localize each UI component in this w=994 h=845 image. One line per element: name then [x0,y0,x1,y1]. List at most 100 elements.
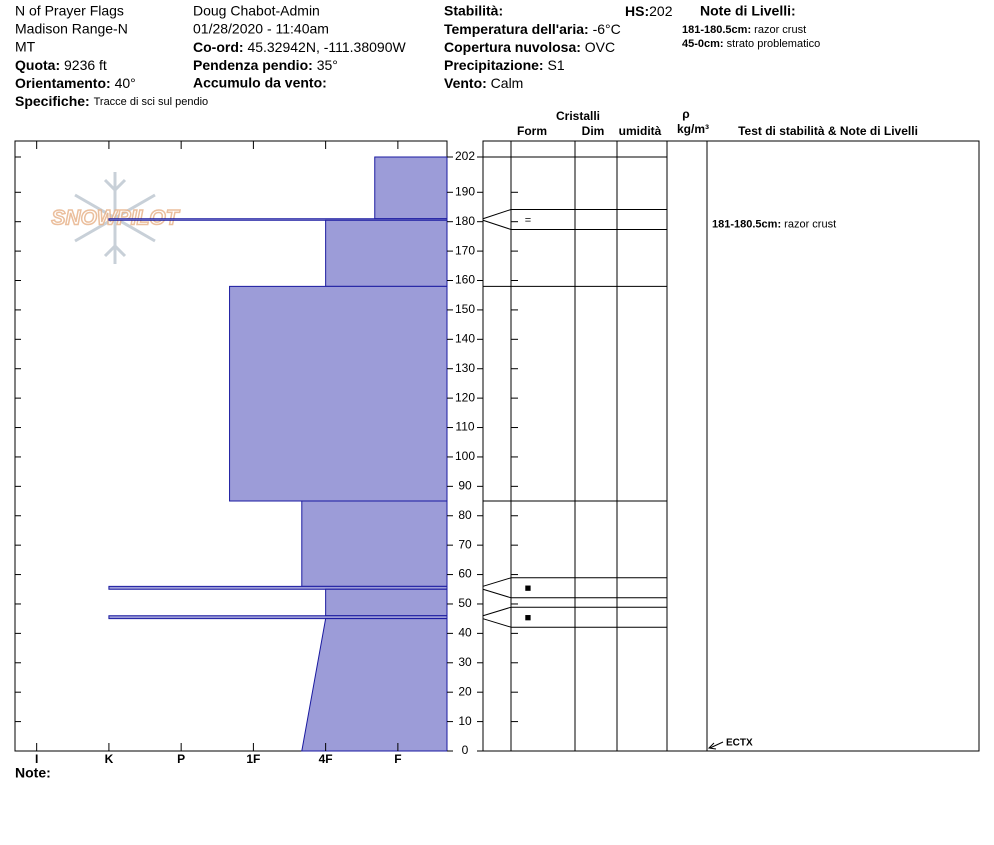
precip: Precipitazione: S1 [444,57,565,73]
hardness-layer [301,500,448,587]
label: 45-0cm: [682,38,724,50]
label: Orientamento: [15,75,111,91]
layer-note: 181-180.5cm: razor crust [682,24,806,36]
observer: Doug Chabot-Admin [193,3,320,19]
layer-connector [482,219,512,230]
hardness-layer [374,156,448,220]
x-tick-label: I [35,752,38,766]
grain-symbol: ■ [525,612,532,624]
label: Precipitazione: [444,57,544,73]
y-tick-label: 190 [455,184,475,198]
label: Vento: [444,75,487,91]
y-tick-label: 100 [455,449,475,463]
x-tick-label: 4F [319,752,333,766]
hardness-layer [325,219,448,287]
logo-text: SNOWPILOT [51,207,180,230]
label: Copertura nuvolosa: [444,39,581,55]
profile-note: 181-180.5cm: razor crust [712,218,836,230]
aspect: Orientamento: 40° [15,75,136,91]
y-tick-label: 50 [458,596,472,610]
y-tick-label: 0 [462,743,469,757]
column-header: Dim [582,124,605,138]
label: 181-180.5cm: [682,24,751,36]
layer-connector [482,209,512,220]
y-tick-label: 170 [455,243,475,257]
y-tick-label: 130 [455,361,475,375]
value: 35° [317,57,338,73]
x-tick-label: P [177,752,185,766]
datetime: 01/28/2020 - 11:40am [193,21,329,37]
value: Tracce di sci sul pendio [94,96,209,108]
column-header: ρ [682,107,689,121]
column-header: Test di stabilità & Note di Livelli [738,124,918,138]
label: Co-ord: [193,39,244,55]
air-temp: Temperatura dell'aria: -6°C [444,21,621,37]
value: razor crust [784,218,836,230]
test-arrow [709,741,724,749]
y-tick-label: 10 [458,714,472,728]
column-header: kg/m³ [677,122,709,136]
y-tick-label: 110 [455,420,474,434]
value: 45.32942N, -111.38090W [247,39,406,55]
hs: HS:202 [625,3,673,19]
wind-loading: Accumulo da vento: [193,75,327,91]
y-tick-label: 70 [458,537,472,551]
value: 202 [649,3,673,19]
value: razor crust [754,24,806,36]
slope: Pendenza pendio: 35° [193,57,338,73]
value: S1 [547,57,564,73]
layer-notes-title: Note di Livelli: [700,3,796,19]
value: 9236 ft [64,57,107,73]
label: Temperatura dell'aria: [444,21,589,37]
layer-connector [482,618,512,628]
y-tick-label: 160 [455,273,475,287]
stability: Stabilità: [444,3,503,19]
y-tick-label: 60 [458,567,472,581]
layer-connector [482,588,512,599]
value: OVC [585,39,615,55]
x-tick-label: F [394,752,401,766]
elevation: Quota: 9236 ft [15,57,107,73]
y-tick-label: 150 [455,302,475,316]
value: -6°C [593,21,621,37]
value: strato problematico [727,38,821,50]
hardness-layer [229,285,448,502]
grain-frame [482,140,980,752]
hardness-layer [325,588,448,617]
y-tick-label: 40 [458,626,472,640]
grain-symbol: = [525,214,531,226]
y-tick-label: 180 [455,214,475,228]
label: Specifiche: [15,93,90,109]
specifics: Specifiche: Tracce di sci sul pendio [15,93,208,109]
label: HS: [625,3,649,19]
coords: Co-ord: 45.32942N, -111.38090W [193,39,406,55]
x-tick-label: 1F [246,752,260,766]
label: Quota: [15,57,60,73]
value: Calm [491,75,524,91]
label: 181-180.5cm: [712,218,781,230]
location-line: Madison Range-N [15,21,128,37]
sky: Copertura nuvolosa: OVC [444,39,615,55]
y-tick-label: 80 [458,508,472,522]
layer-connector [482,577,512,587]
y-tick-label: 90 [458,479,472,493]
label: Pendenza pendio: [193,57,313,73]
y-tick-label: 202 [455,149,475,163]
value: 40° [115,75,136,91]
test-label: ECTX [726,738,753,749]
grain-symbol: ■ [525,583,532,595]
column-dividers [510,141,708,751]
hardness-layer [301,618,448,752]
y-tick-label: 140 [455,331,475,345]
location-line: N of Prayer Flags [15,3,124,19]
column-header: umidità [619,124,662,138]
wind: Vento: Calm [444,75,523,91]
layer-note: 45-0cm: strato problematico [682,38,820,50]
layer-connector [482,606,512,617]
y-tick-label: 120 [455,390,475,404]
note-label: Note: [15,765,51,781]
location-line: MT [15,39,36,55]
x-tick-label: K [105,752,114,766]
y-tick-label: 20 [458,684,472,698]
